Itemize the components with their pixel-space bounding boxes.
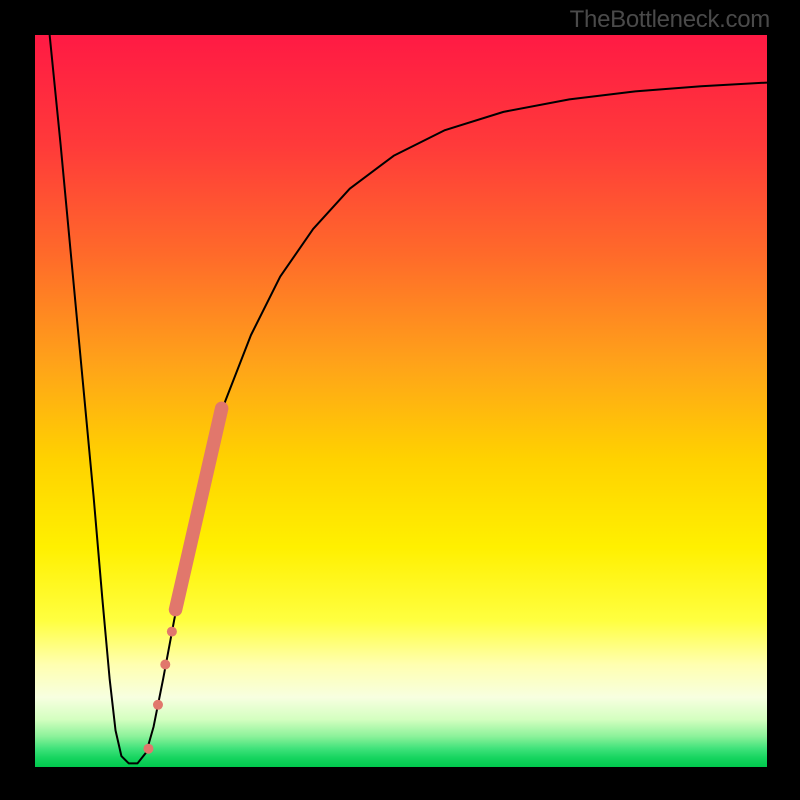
- watermark-text: TheBottleneck.com: [570, 6, 770, 34]
- plot-area: [35, 35, 767, 767]
- data-marker: [160, 660, 170, 670]
- data-marker: [167, 627, 177, 637]
- chart-frame: TheBottleneck.com: [0, 0, 800, 800]
- data-marker: [153, 700, 163, 710]
- bottleneck-chart-svg: [35, 35, 767, 767]
- chart-background-gradient: [35, 35, 767, 767]
- data-marker: [143, 744, 153, 754]
